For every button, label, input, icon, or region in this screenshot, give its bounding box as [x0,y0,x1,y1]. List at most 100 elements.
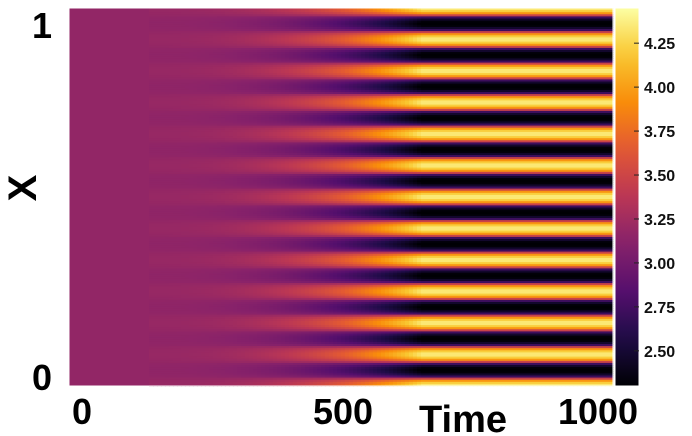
heatmap-cell [193,209,198,213]
heatmap-cell [229,33,234,36]
heatmap-cell [161,337,166,341]
heatmap-cell [229,50,234,53]
heatmap-cell [181,373,186,377]
heatmap-cell [245,18,250,22]
heatmap-cell [197,85,202,89]
heatmap-cell [177,29,182,32]
heatmap-cell [157,10,162,13]
heatmap-cell [217,98,222,101]
heatmap-cell [217,127,222,131]
heatmap-cell [193,291,198,295]
heatmap-cell [173,152,178,156]
heatmap-cell [169,159,174,162]
heatmap-cell [177,274,182,278]
heatmap-cell [169,289,174,293]
heatmap-cell [177,365,182,368]
heatmap-cell [241,314,246,318]
heatmap-cell [217,100,222,104]
heatmap-cell [161,169,166,173]
heatmap-cell [213,184,218,188]
heatmap-cell [217,54,222,57]
heatmap-cell [193,52,198,55]
heatmap-cell [201,356,206,360]
heatmap-cell [241,220,246,223]
heatmap-cell [153,52,158,55]
heatmap-cell [173,211,178,215]
heatmap-cell [149,213,154,217]
heatmap-cell [181,14,186,17]
heatmap-cell [157,274,162,278]
heatmap-cell [233,257,238,261]
heatmap-cell [177,110,182,114]
heatmap-cell [225,297,230,301]
heatmap-cell [209,350,214,353]
heatmap-cell [181,369,186,372]
heatmap-cell [225,8,230,11]
heatmap-cell [189,60,194,64]
heatmap-cell [221,152,226,156]
heatmap-cell [197,12,202,15]
heatmap-cell [193,192,198,196]
heatmap-cell [161,383,166,387]
heatmap-cell [149,75,154,78]
heatmap-cell [189,163,194,167]
heatmap-cell [169,207,174,211]
heatmap-cell [153,94,158,97]
heatmap-cell [185,341,190,345]
heatmap-cell [241,136,246,139]
heatmap-cell [161,29,166,32]
heatmap-cell [177,81,182,85]
heatmap-cell [169,350,174,353]
heatmap-cell [197,127,202,131]
heatmap-cell [209,190,214,194]
heatmap-cell [229,73,234,76]
heatmap-cell [237,186,242,190]
heatmap-cell [197,316,202,320]
heatmap-cell [221,77,226,80]
heatmap-cell [165,68,170,72]
heatmap-cell [193,113,198,116]
heatmap-cell [161,106,166,110]
heatmap-cell [221,226,226,230]
heatmap-cell [177,96,182,99]
heatmap-cell [149,123,154,127]
heatmap-cell [213,113,218,116]
heatmap-cell [217,131,222,135]
heatmap-cell [209,289,214,293]
heatmap-cell [153,354,158,358]
heatmap-cell [233,66,238,70]
heatmap-cell [153,184,158,188]
heatmap-cell [233,106,238,110]
heatmap-cell [177,102,182,106]
heatmap-cell [185,350,190,353]
heatmap-cell [209,344,214,347]
heatmap-cell [189,182,194,185]
heatmap-cell [205,228,210,232]
heatmap-cell [189,178,194,181]
heatmap-cell [217,192,222,196]
heatmap-cell [157,314,162,318]
heatmap-cell [173,209,178,213]
heatmap-cell [161,260,166,263]
heatmap-cell [181,144,186,148]
heatmap-cell [213,41,218,45]
heatmap-cell [225,92,230,95]
heatmap-cell [225,142,230,146]
heatmap-cell [157,253,162,257]
heatmap-cell [209,127,214,131]
heatmap-cell [209,26,214,30]
heatmap-cell [185,136,190,139]
heatmap-cell [209,222,214,225]
heatmap-cell [237,381,242,385]
heatmap-cell [213,295,218,299]
heatmap-cell [153,92,158,95]
heatmap-cell [177,253,182,257]
heatmap-cell [169,348,174,351]
heatmap-cell [205,287,210,290]
heatmap-cell [237,228,242,232]
heatmap-cell [173,270,178,274]
heatmap-cell [153,352,158,356]
heatmap-cell [169,346,174,349]
heatmap-cell [241,383,246,387]
heatmap-cell [241,41,246,45]
